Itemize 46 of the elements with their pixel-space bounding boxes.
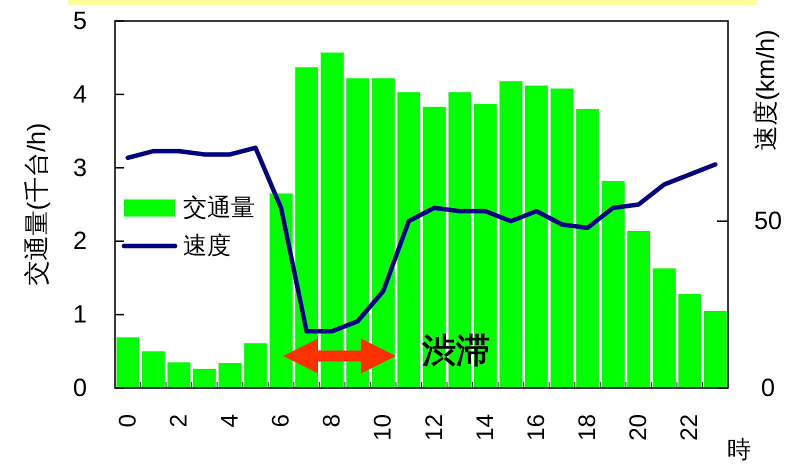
y2-tick-label: 50: [754, 207, 782, 236]
bar: [244, 343, 267, 388]
x-tick-label: 10: [370, 414, 397, 441]
x-tick-label: 0: [114, 414, 142, 428]
bar: [652, 268, 676, 388]
y-tick-label: 5: [73, 7, 87, 35]
bar: [500, 81, 522, 388]
x-tick-label: 22: [676, 414, 704, 441]
bar: [602, 181, 624, 388]
x-tick-label: 12: [420, 414, 448, 441]
bar: [346, 78, 370, 388]
bar: [678, 294, 702, 388]
bar: [193, 368, 216, 388]
y-tick-label: 0: [73, 374, 87, 402]
bar: [525, 86, 548, 388]
y2-tick-label: 0: [761, 374, 775, 402]
bar: [627, 230, 650, 388]
bar: [218, 363, 242, 388]
x-axis-title: 時: [727, 436, 751, 464]
bar: [142, 351, 165, 388]
bar: [704, 310, 727, 388]
y-tick-label: 3: [73, 154, 87, 182]
bar: [270, 193, 292, 388]
y-tick-label: 1: [73, 300, 87, 329]
bar: [372, 78, 395, 388]
x-tick-label: 8: [318, 414, 346, 428]
x-tick-label: 18: [574, 414, 602, 441]
x-tick-label: 14: [472, 414, 499, 441]
bar: [320, 52, 344, 388]
bar: [116, 337, 140, 388]
y2-axis-title: 速度(km/h): [752, 30, 780, 150]
bar: [550, 88, 574, 388]
x-tick-label: 2: [165, 414, 192, 428]
x-tick-label: 6: [268, 414, 295, 428]
bar: [167, 362, 190, 388]
x-tick-label: 16: [522, 414, 550, 441]
y-tick-label: 4: [73, 80, 88, 108]
x-tick-label: 20: [625, 414, 652, 441]
line-series: [126, 146, 718, 334]
x-tick-label: 4: [216, 414, 244, 428]
bar: [397, 92, 420, 388]
legend-label: 交通量: [183, 194, 255, 222]
legend-label: 速度: [183, 232, 231, 260]
y-tick-label: 2: [73, 227, 87, 256]
y-axis-title: 交通量(千台/h): [23, 122, 51, 286]
bar: [576, 109, 599, 388]
